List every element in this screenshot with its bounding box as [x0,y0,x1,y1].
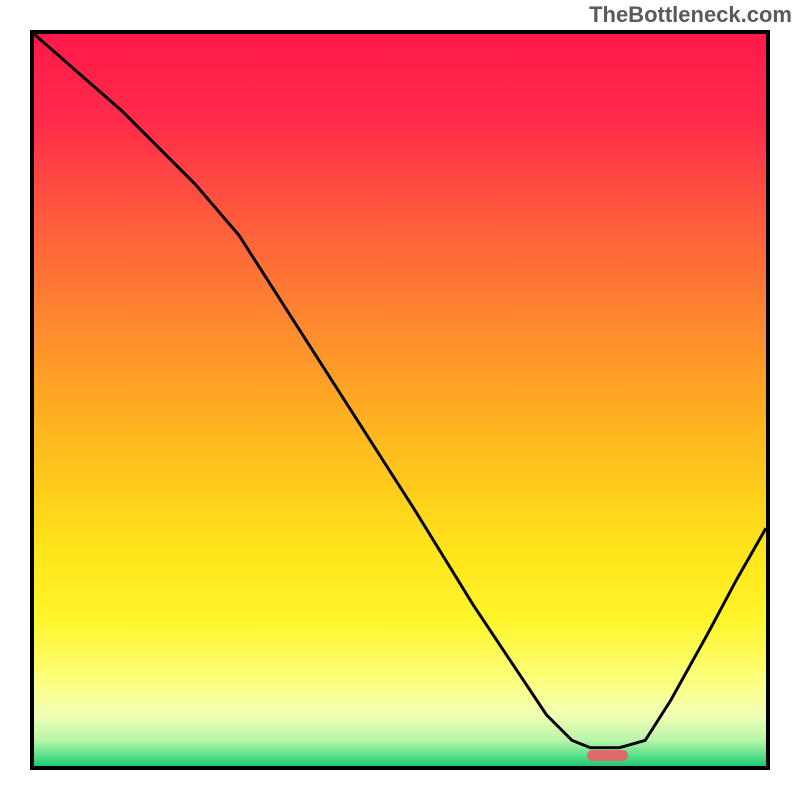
watermark-text: TheBottleneck.com [589,2,792,28]
plot-area [30,30,770,770]
optimal-marker [587,750,628,761]
chart-container: TheBottleneck.com [0,0,800,800]
bottleneck-curve [34,34,766,766]
